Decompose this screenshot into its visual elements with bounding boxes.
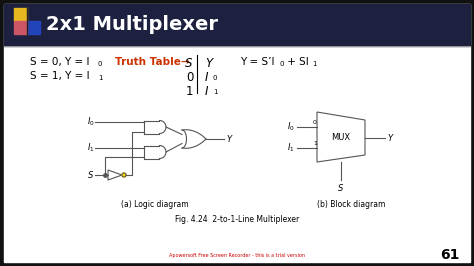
Text: $S$: $S$ (337, 182, 345, 193)
Circle shape (122, 173, 126, 177)
Text: 1: 1 (213, 89, 218, 95)
Text: $I_1$: $I_1$ (87, 142, 95, 154)
Bar (14, 21, 27, 34)
Text: I: I (205, 85, 209, 98)
Text: 1: 1 (98, 75, 102, 81)
Text: Y: Y (205, 57, 212, 70)
Text: 0: 0 (186, 71, 193, 84)
Text: 2x1 Multiplexer: 2x1 Multiplexer (46, 15, 218, 35)
Bar (14, 8, 27, 21)
Text: $Y$: $Y$ (387, 132, 395, 143)
Text: MUX: MUX (331, 132, 351, 142)
Text: I: I (205, 71, 209, 84)
Text: $S$: $S$ (87, 169, 94, 181)
Text: (b) Block diagram: (b) Block diagram (317, 200, 385, 209)
Text: (a) Logic diagram: (a) Logic diagram (121, 200, 189, 209)
Text: 1: 1 (312, 61, 317, 67)
Text: S = 1, Y = I: S = 1, Y = I (30, 71, 90, 81)
Text: Fig. 4.24  2-to-1-Line Multiplexer: Fig. 4.24 2-to-1-Line Multiplexer (175, 215, 299, 224)
Text: 0: 0 (280, 61, 284, 67)
Text: Truth Table→: Truth Table→ (115, 57, 190, 67)
Text: 0: 0 (313, 120, 317, 125)
Text: $Y$: $Y$ (226, 134, 234, 144)
Text: Apowersoft Free Screen Recorder - this is a trial version: Apowersoft Free Screen Recorder - this i… (169, 253, 305, 258)
Text: 61: 61 (440, 248, 460, 262)
Text: 1: 1 (186, 85, 193, 98)
Text: 1: 1 (313, 141, 317, 146)
Text: 0: 0 (98, 61, 102, 67)
Text: Y = S’I: Y = S’I (240, 57, 274, 67)
Bar (4, 4, 470, 46)
Bar (27, 21, 40, 34)
Text: $I_0$: $I_0$ (87, 116, 95, 128)
Text: S = 0, Y = I: S = 0, Y = I (30, 57, 90, 67)
Text: $I_1$: $I_1$ (287, 142, 295, 154)
Text: 0: 0 (213, 75, 218, 81)
Text: + SI: + SI (284, 57, 309, 67)
Text: $I_0$: $I_0$ (287, 121, 295, 133)
Text: S: S (185, 57, 192, 70)
